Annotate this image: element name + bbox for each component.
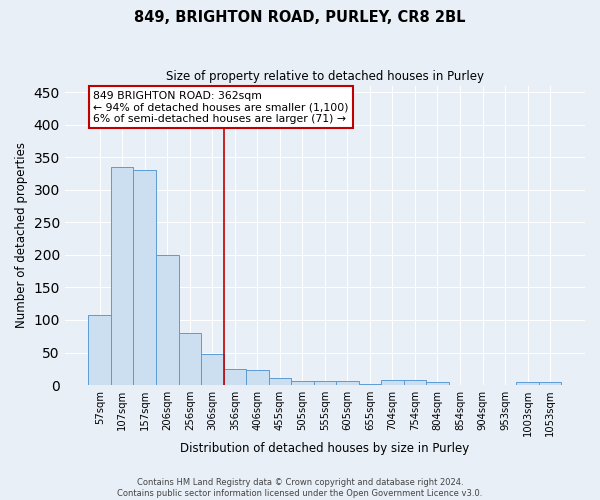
X-axis label: Distribution of detached houses by size in Purley: Distribution of detached houses by size … (180, 442, 470, 455)
Text: 849 BRIGHTON ROAD: 362sqm
← 94% of detached houses are smaller (1,100)
6% of sem: 849 BRIGHTON ROAD: 362sqm ← 94% of detac… (93, 91, 349, 124)
Bar (359, 384, 381, 385)
Bar (426, 382, 449, 385)
Bar (539, 382, 562, 385)
Bar (246, 370, 269, 385)
Bar (88, 315, 111, 385)
Bar (133, 170, 156, 385)
Bar (314, 381, 336, 385)
Bar (404, 380, 426, 385)
Bar (179, 333, 201, 385)
Bar (201, 354, 224, 385)
Bar (224, 369, 246, 385)
Y-axis label: Number of detached properties: Number of detached properties (15, 142, 28, 328)
Title: Size of property relative to detached houses in Purley: Size of property relative to detached ho… (166, 70, 484, 83)
Text: 849, BRIGHTON ROAD, PURLEY, CR8 2BL: 849, BRIGHTON ROAD, PURLEY, CR8 2BL (134, 10, 466, 25)
Text: Contains HM Land Registry data © Crown copyright and database right 2024.
Contai: Contains HM Land Registry data © Crown c… (118, 478, 482, 498)
Bar (336, 380, 359, 385)
Bar (156, 255, 179, 385)
Bar (111, 167, 133, 385)
Bar (517, 382, 539, 385)
Bar (269, 378, 291, 385)
Bar (291, 380, 314, 385)
Bar (381, 380, 404, 385)
